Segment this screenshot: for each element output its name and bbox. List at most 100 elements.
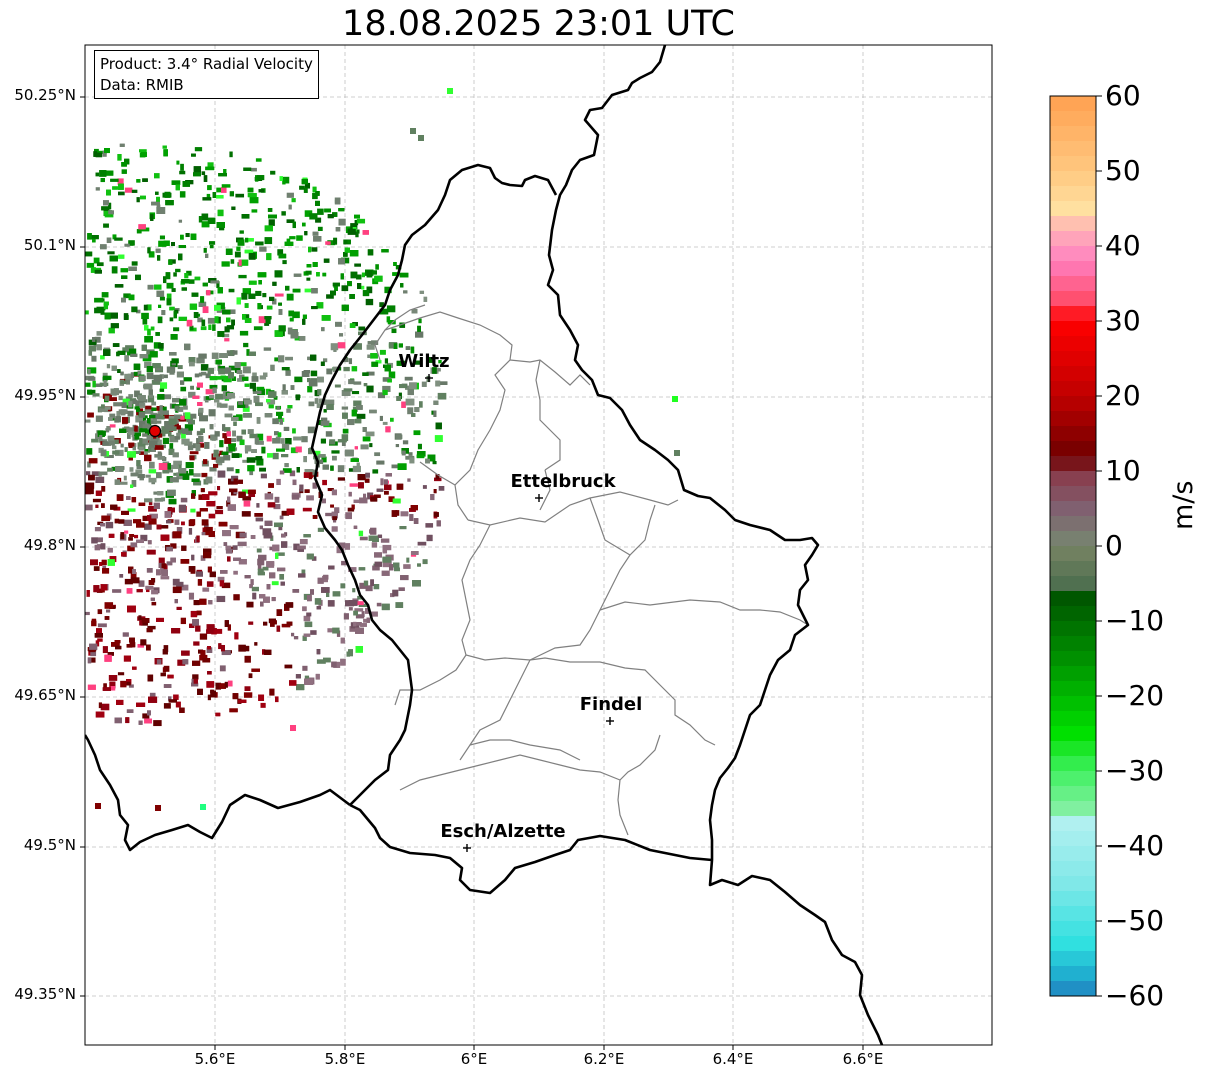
marker-wiltz — [425, 374, 433, 382]
colorbar-segment — [1050, 426, 1096, 442]
radar-velocity-field — [85, 88, 680, 811]
colorbar-segment — [1050, 726, 1096, 742]
colorbar-segment — [1050, 321, 1096, 337]
colorbar-segment — [1050, 621, 1096, 637]
colorbar-segment — [1050, 111, 1096, 127]
colorbar-segment — [1050, 666, 1096, 682]
colorbar-segment — [1050, 546, 1096, 562]
colorbar-segment — [1050, 306, 1096, 322]
colorbar-segment — [1050, 786, 1096, 802]
radar-site-marker — [148, 424, 162, 438]
colorbar-segment — [1050, 516, 1096, 532]
colorbar-tick-label: −50 — [1105, 904, 1165, 937]
map-panel — [85, 45, 992, 1045]
city-label-wiltz: Wiltz — [398, 351, 450, 372]
colorbar-segment — [1050, 456, 1096, 472]
colorbar-segment — [1050, 336, 1096, 352]
colorbar-segment — [1050, 351, 1096, 367]
marker-findel — [606, 717, 614, 725]
colorbar-segment — [1050, 441, 1096, 457]
colorbar-ticks — [1096, 95, 1102, 997]
colorbar-segment — [1050, 846, 1096, 862]
colorbar-segment — [1050, 966, 1096, 982]
colorbar-segment — [1050, 906, 1096, 922]
colorbar-segment — [1050, 606, 1096, 622]
colorbar-segment — [1050, 876, 1096, 892]
colorbar-segment — [1050, 936, 1096, 952]
country-borders — [85, 45, 884, 1045]
colorbar-tick-label: 60 — [1105, 79, 1141, 112]
colorbar-segment — [1050, 186, 1096, 202]
lon-label-5-6: 5.6°E — [194, 1050, 236, 1068]
colorbar — [1050, 96, 1096, 997]
colorbar-segment — [1050, 696, 1096, 712]
lat-label-50-1: 50.1°N — [23, 236, 76, 254]
colorbar-segment — [1050, 246, 1096, 262]
city-markers — [425, 374, 614, 852]
colorbar-segment — [1050, 921, 1096, 937]
colorbar-tick-label: −30 — [1105, 754, 1165, 787]
colorbar-segment — [1050, 951, 1096, 967]
colorbar-segment — [1050, 891, 1096, 907]
colorbar-tick-label: −60 — [1105, 979, 1165, 1012]
colorbar-segment — [1050, 681, 1096, 697]
colorbar-segment — [1050, 816, 1096, 832]
colorbar-segment — [1050, 396, 1096, 412]
axis-ticks — [80, 96, 864, 1050]
lat-label-49-8: 49.8°N — [23, 536, 76, 554]
colorbar-segment — [1050, 711, 1096, 727]
colorbar-segment — [1050, 651, 1096, 667]
colorbar-segment — [1050, 126, 1096, 142]
city-label-findel: Findel — [579, 694, 643, 715]
lat-label-49-65: 49.65°N — [14, 686, 76, 704]
colorbar-tick-label: 0 — [1105, 529, 1123, 562]
marker-esch — [463, 844, 471, 852]
city-label-ettelbruck: Ettelbruck — [510, 471, 616, 492]
colorbar-segment — [1050, 291, 1096, 307]
lat-label-49-5: 49.5°N — [23, 836, 76, 854]
colorbar-segment — [1050, 501, 1096, 517]
colorbar-tick-label: 10 — [1105, 454, 1141, 487]
colorbar-segment — [1050, 96, 1096, 112]
colorbar-segment — [1050, 636, 1096, 652]
colorbar-segment — [1050, 411, 1096, 427]
colorbar-segment — [1050, 366, 1096, 382]
lon-label-6-4: 6.4°E — [712, 1050, 754, 1068]
colorbar-segment — [1050, 561, 1096, 577]
colorbar-segment — [1050, 231, 1096, 247]
canton-borders — [374, 304, 809, 836]
colorbar-segment — [1050, 171, 1096, 187]
lat-label-50-25: 50.25°N — [14, 86, 76, 104]
colorbar-segment — [1050, 486, 1096, 502]
colorbar-segment — [1050, 591, 1096, 607]
colorbar-segment — [1050, 576, 1096, 592]
colorbar-segment — [1050, 216, 1096, 232]
colorbar-segment — [1050, 756, 1096, 772]
colorbar-tick-label: 50 — [1105, 154, 1141, 187]
colorbar-segment — [1050, 381, 1096, 397]
colorbar-segment — [1050, 156, 1096, 172]
colorbar-tick-label: −20 — [1105, 679, 1165, 712]
colorbar-tick-label: 20 — [1105, 379, 1141, 412]
colorbar-segment — [1050, 771, 1096, 787]
map-frame — [84, 44, 993, 1046]
colorbar-segment — [1050, 201, 1096, 217]
lat-label-49-95: 49.95°N — [14, 386, 76, 404]
product-info-box: Product: 3.4° Radial Velocity Data: RMIB — [94, 50, 319, 99]
colorbar-segment — [1050, 801, 1096, 817]
data-source-label: Data: RMIB — [100, 76, 184, 94]
lon-label-5-8: 5.8°E — [324, 1050, 366, 1068]
colorbar-tick-label: −10 — [1105, 604, 1165, 637]
map-title: 18.08.2025 23:01 UTC — [342, 4, 735, 44]
colorbar-segment — [1050, 261, 1096, 277]
product-label: Product: 3.4° Radial Velocity — [100, 55, 313, 73]
lat-label-49-35: 49.35°N — [14, 985, 76, 1003]
colorbar-tick-label: 30 — [1105, 304, 1141, 337]
colorbar-tick-label: −40 — [1105, 829, 1165, 862]
marker-ettelbruck — [535, 494, 543, 502]
colorbar-unit-label: m/s — [1168, 480, 1199, 530]
lon-label-6-6: 6.6°E — [842, 1050, 884, 1068]
colorbar-segment — [1050, 141, 1096, 157]
colorbar-segment — [1050, 861, 1096, 877]
